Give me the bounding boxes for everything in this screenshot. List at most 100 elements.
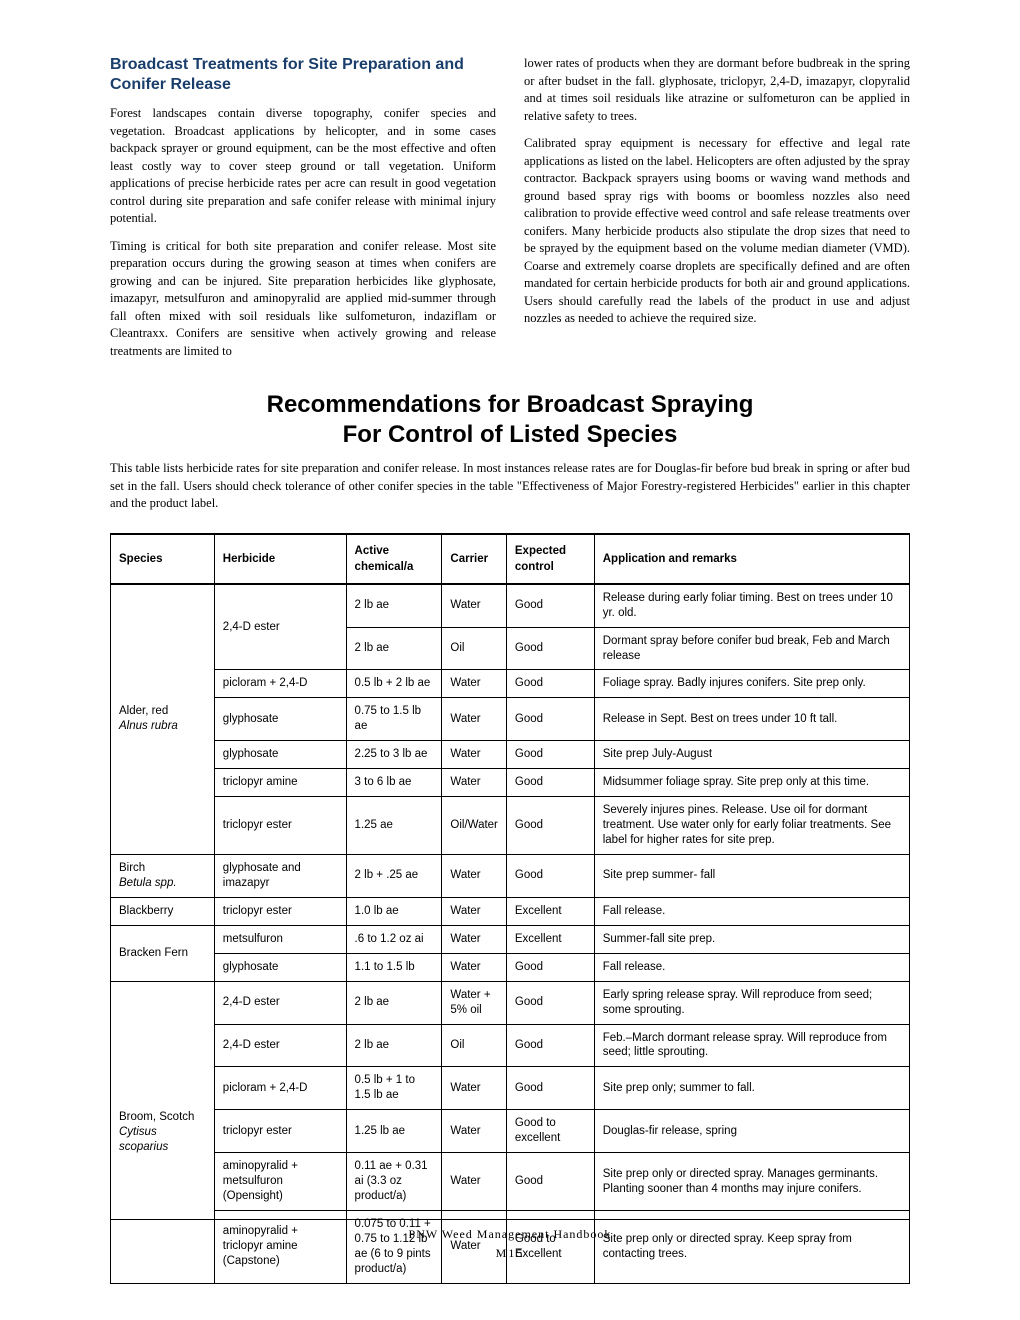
active-cell: 0.11 ae + 0.31 ai (3.3 oz product/a) [346,1153,442,1211]
control-cell: Good [506,584,594,627]
carrier-cell: Water [442,1110,507,1153]
herbicide-cell: picloram + 2,4-D [214,1067,346,1110]
carrier-cell: Water [442,854,507,897]
table-header: Species [111,534,215,584]
herbicide-cell: glyphosate [214,698,346,741]
control-cell: Good to excellent [506,1110,594,1153]
control-cell: Good [506,769,594,797]
table-row: triclopyr ester1.25 aeOil/WaterGoodSever… [111,797,910,855]
table-row: picloram + 2,4-D0.5 lb + 1 to 1.5 lb aeW… [111,1067,910,1110]
control-cell: Good [506,698,594,741]
carrier-cell: Water [442,953,507,981]
para-2: Timing is critical for both site prepara… [110,238,496,361]
table-row: triclopyr ester1.25 lb aeWaterGood to ex… [111,1110,910,1153]
table-row: Alder, redAlnus rubra2,4-D ester2 lb aeW… [111,584,910,627]
control-cell: Good [506,627,594,670]
control-cell: Good [506,1153,594,1211]
control-cell: Excellent [506,897,594,925]
carrier-cell: Water [442,1153,507,1211]
control-cell: Good [506,797,594,855]
herbicide-cell: triclopyr ester [214,1110,346,1153]
remarks-cell: Midsummer foliage spray. Site prep only … [594,769,909,797]
table-header: Active chemical/a [346,534,442,584]
carrier-cell: Water [442,897,507,925]
species-cell: BirchBetula spp. [111,854,215,897]
table-row: glyphosate0.75 to 1.5 lb aeWaterGoodRele… [111,698,910,741]
active-cell: .6 to 1.2 oz ai [346,925,442,953]
herbicide-cell: glyphosate and imazapyr [214,854,346,897]
active-cell: 2 lb ae [346,981,442,1024]
herbicide-cell: triclopyr ester [214,897,346,925]
remarks-cell: Fall release. [594,953,909,981]
control-cell: Excellent [506,925,594,953]
footer-page: M15 [110,1245,910,1262]
table-row: triclopyr amine3 to 6 lb aeWaterGoodMids… [111,769,910,797]
active-cell: 1.1 to 1.5 lb [346,953,442,981]
herbicide-cell: 2,4-D ester [214,584,346,670]
herbicide-cell: 2,4-D ester [214,981,346,1024]
active-cell: 3 to 6 lb ae [346,769,442,797]
remarks-cell: Site prep July-August [594,741,909,769]
active-cell: 2 lb + .25 ae [346,854,442,897]
remarks-cell: Site prep only; summer to fall. [594,1067,909,1110]
remarks-cell: Foliage spray. Badly injures conifers. S… [594,670,909,698]
remarks-cell: Summer-fall site prep. [594,925,909,953]
carrier-cell: Water [442,925,507,953]
active-cell: 1.0 lb ae [346,897,442,925]
herbicide-cell: glyphosate [214,741,346,769]
remarks-cell: Feb.–March dormant release spray. Will r… [594,1024,909,1067]
remarks-cell: Site prep summer- fall [594,854,909,897]
control-cell: Good [506,741,594,769]
para-3: lower rates of products when they are do… [524,55,910,125]
control-cell: Good [506,981,594,1024]
carrier-cell: Oil [442,627,507,670]
remarks-cell: Release during early foliar timing. Best… [594,584,909,627]
table-row: aminopyralid + metsulfuron (Opensight)0.… [111,1153,910,1211]
remarks-cell: Early spring release spray. Will reprodu… [594,981,909,1024]
carrier-cell: Water [442,670,507,698]
control-cell: Good [506,670,594,698]
carrier-cell: Water [442,1067,507,1110]
table-row: 2,4-D ester2 lb aeOilGoodFeb.–March dorm… [111,1024,910,1067]
herbicide-cell: glyphosate [214,953,346,981]
active-cell: 2 lb ae [346,627,442,670]
remarks-cell: Site prep only or directed spray. Manage… [594,1153,909,1211]
control-cell: Good [506,953,594,981]
remarks-cell: Dormant spray before conifer bud break, … [594,627,909,670]
two-column-section: Broadcast Treatments for Site Preparatio… [110,55,910,370]
control-cell: Good [506,854,594,897]
table-row: BirchBetula spp.glyphosate and imazapyr2… [111,854,910,897]
table-header: Carrier [442,534,507,584]
active-cell: 1.25 ae [346,797,442,855]
remarks-cell: Fall release. [594,897,909,925]
active-cell: 2 lb ae [346,584,442,627]
active-cell: 2.25 to 3 lb ae [346,741,442,769]
carrier-cell: Water + 5% oil [442,981,507,1024]
intro-para: This table lists herbicide rates for sit… [110,460,910,513]
para-4: Calibrated spray equipment is necessary … [524,135,910,328]
species-cell: Bracken Fern [111,925,215,981]
right-column: lower rates of products when they are do… [524,55,910,370]
table-row: glyphosate2.25 to 3 lb aeWaterGoodSite p… [111,741,910,769]
species-cell: Alder, redAlnus rubra [111,584,215,855]
herbicide-cell: aminopyralid + metsulfuron (Opensight) [214,1153,346,1211]
active-cell: 0.5 lb + 2 lb ae [346,670,442,698]
para-1: Forest landscapes contain diverse topogr… [110,105,496,228]
herbicide-cell: triclopyr amine [214,769,346,797]
carrier-cell: Oil [442,1024,507,1067]
herbicide-cell: metsulfuron [214,925,346,953]
table-row: Bracken Fernmetsulfuron.6 to 1.2 oz aiWa… [111,925,910,953]
species-cell: Blackberry [111,897,215,925]
carrier-cell: Water [442,698,507,741]
table-header: Application and remarks [594,534,909,584]
page-footer: PNW Weed Management Handbook M15 [110,1219,910,1262]
carrier-cell: Water [442,584,507,627]
carrier-cell: Water [442,769,507,797]
active-cell: 2 lb ae [346,1024,442,1067]
section-heading: Broadcast Treatments for Site Preparatio… [110,55,496,95]
remarks-cell: Douglas-fir release, spring [594,1110,909,1153]
table-row: Broom, ScotchCytisus scoparius2,4-D este… [111,981,910,1024]
active-cell: 0.75 to 1.5 lb ae [346,698,442,741]
control-cell: Good [506,1024,594,1067]
table-row: picloram + 2,4-D0.5 lb + 2 lb aeWaterGoo… [111,670,910,698]
